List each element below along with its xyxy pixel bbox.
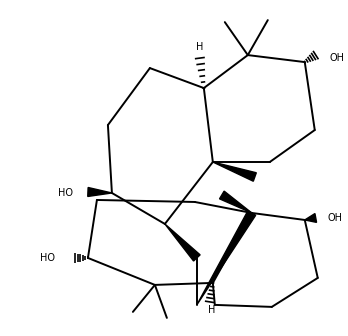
Polygon shape [305, 214, 317, 222]
Text: H: H [208, 305, 215, 315]
Polygon shape [88, 187, 112, 197]
Polygon shape [213, 162, 256, 181]
Polygon shape [165, 224, 200, 261]
Polygon shape [197, 211, 256, 305]
Text: HO: HO [58, 188, 73, 198]
Text: OH: OH [328, 213, 343, 223]
Text: HO: HO [40, 253, 55, 263]
Text: H: H [196, 42, 204, 52]
Polygon shape [220, 191, 252, 213]
Text: OH: OH [330, 53, 345, 63]
